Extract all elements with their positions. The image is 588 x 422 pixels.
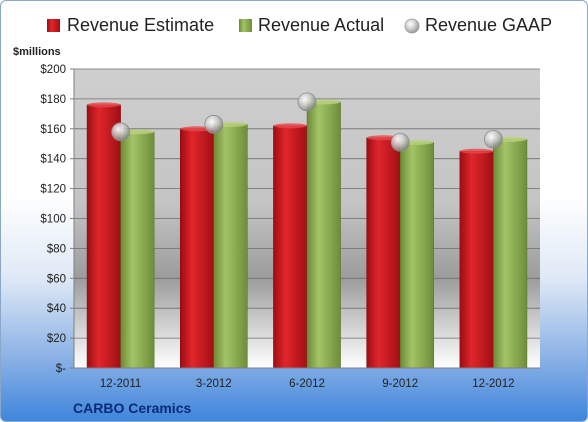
marker-revenue-gaap [297, 92, 317, 112]
bar-revenue-actual [399, 142, 435, 369]
x-category-label: 12-2011 [100, 378, 141, 390]
bar-revenue-actual [306, 101, 341, 369]
bar-revenue-estimate [459, 150, 494, 369]
x-category-label: 6-2012 [289, 378, 325, 390]
bar-revenue-actual [213, 124, 248, 369]
x-category-label: 9-2012 [382, 378, 418, 390]
legend-label-actual: Revenue Actual [258, 15, 384, 35]
y-tick-label: $60 [47, 273, 66, 285]
marker-revenue-gaap [483, 129, 503, 149]
bar-top-estimate [87, 102, 121, 108]
x-category-label: 3-2012 [196, 378, 232, 390]
y-tick-label: $100 [40, 214, 66, 226]
y-tick-label: $120 [40, 184, 66, 196]
bar-top-estimate [459, 148, 494, 154]
bar-revenue-estimate [86, 104, 121, 369]
y-tick-label: $- [56, 363, 66, 375]
marker-revenue-gaap [204, 114, 224, 134]
bar-revenue-estimate [179, 128, 215, 369]
y-tick-label: $140 [40, 154, 66, 166]
gaap-markers [111, 92, 503, 152]
legend: Revenue Estimate Revenue Actual Revenue … [47, 15, 552, 35]
y-tick-label: $40 [47, 303, 66, 315]
bar-revenue-actual [120, 131, 155, 369]
legend-label-estimate: Revenue Estimate [67, 15, 214, 35]
x-axis-labels: 12-2011 3-2012 6-2012 9-2012 12-2012 [100, 378, 515, 390]
company-name: CARBO Ceramics [73, 400, 191, 416]
bar-revenue-estimate [273, 125, 308, 369]
marker-revenue-gaap [111, 122, 130, 142]
y-axis-ticks: $- $20 $40 $60 $80 $100 $120 $140 $160 $180 $200 [40, 64, 66, 375]
bar-revenue-estimate [366, 137, 401, 369]
legend-swatch-estimate [47, 19, 60, 32]
y-tick-label: $200 [40, 64, 66, 76]
x-category-label: 12-2012 [472, 378, 514, 390]
bar-top-estimate [273, 123, 307, 129]
legend-swatch-gaap [404, 18, 420, 34]
y-tick-label: $160 [40, 124, 66, 136]
marker-revenue-gaap [390, 132, 410, 152]
y-tick-label: $180 [40, 94, 66, 106]
y-tick-label: $80 [47, 243, 66, 255]
bar-revenue-actual [493, 139, 528, 369]
y-tick-label: $20 [47, 333, 66, 345]
legend-swatch-actual [239, 19, 252, 32]
legend-label-gaap: Revenue GAAP [425, 15, 552, 35]
bars [86, 99, 528, 369]
y-unit-label: $millions [13, 46, 61, 58]
